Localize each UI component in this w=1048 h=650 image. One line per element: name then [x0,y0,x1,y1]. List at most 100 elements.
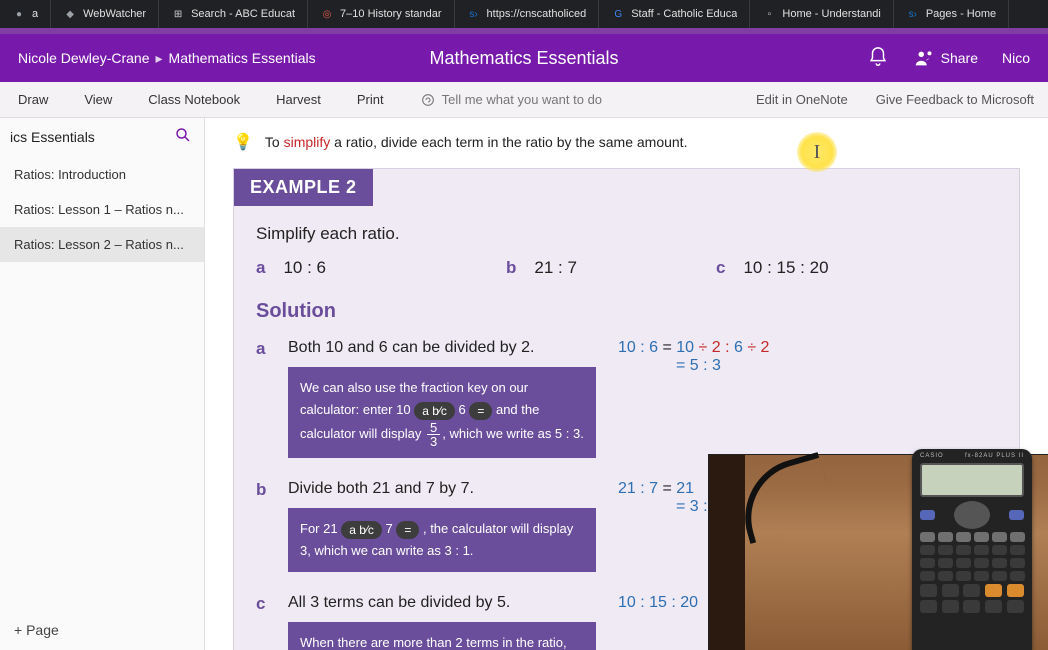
wa-eq: = [658,339,676,356]
tip-hot: simplify [284,134,331,150]
ribbon: DrawViewClass NotebookHarvestPrint Tell … [0,82,1048,118]
share-label: Share [941,50,978,66]
key-abc: a b⁄c [414,402,455,420]
wb2: 21 [676,480,694,497]
section-name[interactable]: ics Essentials [10,129,95,145]
calc-note-c: When there are more than 2 terms in the … [288,622,596,650]
wb-eq: = [658,480,676,497]
q-label-c: c [716,258,725,278]
page-title: Mathematics Essentials [429,48,618,69]
tip-pre: To [265,134,284,150]
key-eq-b: = [396,521,419,539]
calc-brand-l: CASIO [920,453,944,459]
share-button[interactable]: Share [913,47,978,69]
tab-label: WebWatcher [83,8,146,20]
tab-favicon: G [611,7,625,21]
wa-r2: ÷ 2 [743,339,770,356]
document-canvas[interactable]: 💡 To simplify a ratio, divide each term … [205,118,1048,650]
tab-favicon: ▫ [762,7,776,21]
tab-label: a [32,8,38,20]
browser-tab[interactable]: ▫Home - Understandi [750,0,893,28]
ribbon-harvest[interactable]: Harvest [258,92,339,107]
q-c: 10 : 15 : 20 [743,258,828,278]
ribbon-class-notebook[interactable]: Class Notebook [130,92,258,107]
question-row: a10 : 6 b21 : 7 c10 : 15 : 20 [256,258,997,278]
wa2: 10 [676,339,694,356]
tab-favicon: ◎ [320,7,334,21]
example-badge: EXAMPLE 2 [234,169,373,206]
page-nav-item[interactable]: Ratios: Introduction [0,157,204,192]
tab-label: 7–10 History standar [340,8,442,20]
calc-note-a: We can also use the fraction key on our … [288,367,596,458]
browser-tab[interactable]: s› https://cnscatholiced [455,0,600,28]
main-area: ics Essentials Ratios: IntroductionRatio… [0,118,1048,650]
crumb-notebook[interactable]: Nicole Dewley-Crane [18,50,150,66]
wa1: 10 : 6 [618,339,658,356]
calc-note-b: For 21 a b⁄c 7 = , the calculator will d… [288,508,596,572]
example-instr: Simplify each ratio. [256,224,997,244]
tab-label: Pages - Home [926,8,996,20]
frac-n: 5 [427,421,440,435]
solution-part-a: a Both 10 and 6 can be divided by 2. We … [256,339,997,458]
tip-text: To simplify a ratio, divide each term in… [265,134,688,150]
stmt-b: Divide both 21 and 7 by 7. [288,480,596,498]
key-abc-b: a b⁄c [341,521,382,539]
give-feedback-button[interactable]: Give Feedback to Microsoft [862,92,1048,107]
browser-tab[interactable]: s› Pages - Home [894,0,1009,28]
na-mid: 6 [455,402,469,417]
wa3: 6 [734,339,743,356]
lightbulb-icon: 💡 [233,132,253,152]
browser-tab[interactable]: ●a [0,0,51,28]
part-label-c: c [256,594,288,650]
tab-label: https://cnscatholiced [487,8,587,20]
calculator: CASIO fx-82AU PLUS II [912,449,1032,650]
edit-in-onenote-button[interactable]: Edit in OneNote [742,92,862,107]
page-nav: ics Essentials Ratios: IntroductionRatio… [0,118,205,650]
ribbon-print[interactable]: Print [339,92,402,107]
browser-tab-bar: ●a◆WebWatcher⊞Search - ABC Educat◎7–10 H… [0,0,1048,28]
tab-favicon: s› [467,7,481,21]
calc-screen [920,463,1024,497]
browser-tab[interactable]: G Staff - Catholic Educa [599,0,750,28]
cursor-highlight: I [797,132,837,172]
tab-favicon: ◆ [63,7,77,21]
tip-line: 💡 To simplify a ratio, divide each term … [233,118,1020,168]
q-b: 21 : 7 [534,258,577,278]
browser-tab[interactable]: ⊞Search - ABC Educat [159,0,308,28]
nb1: For 21 [300,521,341,536]
tab-favicon: s› [906,7,920,21]
search-icon[interactable] [174,126,192,147]
crumb-sep: ▸ [156,50,163,67]
tab-label: Search - ABC Educat [191,8,295,20]
nb-mid: 7 [382,521,396,536]
app-header: Nicole Dewley-Crane ▸ Mathematics Essent… [0,34,1048,82]
page-nav-item[interactable]: Ratios: Lesson 1 – Ratios n... [0,192,204,227]
frac-d: 3 [427,435,440,448]
page-nav-item[interactable]: Ratios: Lesson 2 – Ratios n... [0,227,204,262]
browser-tab[interactable]: ◎ 7–10 History standar [308,0,455,28]
notifications-icon[interactable] [867,46,889,71]
ribbon-draw[interactable]: Draw [0,92,66,107]
work-a: 10 : 6 = 10 ÷ 2 : 6 ÷ 2 = 5 : 3 [596,339,997,458]
calc-key [1009,510,1024,520]
tip-post: a ratio, divide each term in the ratio b… [330,134,687,150]
calc-dpad [954,501,990,529]
calc-brand-r: fx-82AU PLUS II [965,453,1024,459]
tab-favicon: ● [12,7,26,21]
crumb-section[interactable]: Mathematics Essentials [169,50,316,66]
breadcrumb[interactable]: Nicole Dewley-Crane ▸ Mathematics Essent… [18,50,316,67]
tell-me-search[interactable]: Tell me what you want to do [402,92,620,108]
wb1: 21 : 7 [618,480,658,497]
cable [731,452,837,544]
browser-tab[interactable]: ◆ WebWatcher [51,0,159,28]
user-menu[interactable]: Nico [1002,50,1030,66]
key-eq: = [469,402,492,420]
ribbon-view[interactable]: View [66,92,130,107]
na3: , which we write as 5 : 3. [442,426,584,441]
q-label-b: b [506,258,516,278]
q-a: 10 : 6 [283,258,326,278]
add-page-button[interactable]: + Page [0,610,204,650]
tab-label: Staff - Catholic Educa [631,8,737,20]
tell-me-label: Tell me what you want to do [442,92,602,107]
part-label-a: a [256,339,288,458]
